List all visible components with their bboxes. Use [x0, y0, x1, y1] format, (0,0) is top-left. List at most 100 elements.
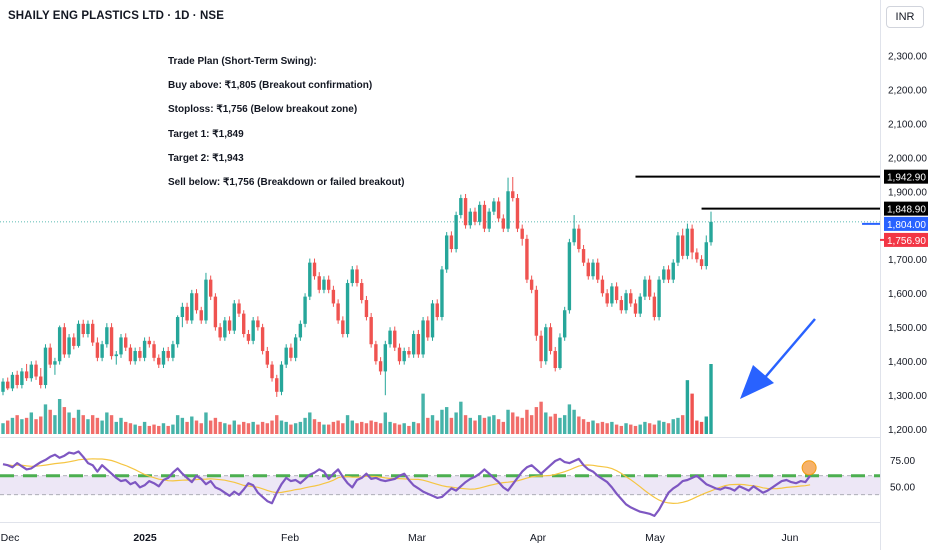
arrow-shaft: [761, 318, 816, 382]
candle-body: [501, 218, 506, 229]
volume-bar: [647, 423, 652, 434]
candle-body: [109, 327, 114, 357]
volume-bar: [676, 417, 680, 434]
candle-body: [704, 242, 708, 267]
volume-bar: [166, 425, 170, 434]
candle-body: [548, 327, 553, 352]
candle-body: [539, 335, 543, 362]
candle-body: [213, 296, 218, 328]
volume-bar: [600, 421, 605, 434]
candle-body: [15, 374, 19, 386]
candle-body: [444, 235, 449, 270]
price-tick-label: 1,400.00: [888, 357, 927, 368]
volume-bar: [652, 424, 657, 434]
candle-body: [161, 351, 166, 365]
candle-body: [487, 211, 491, 229]
candle-body: [29, 364, 34, 379]
volume-bar: [473, 420, 477, 434]
candle-body: [680, 235, 685, 256]
candle-body: [270, 364, 274, 379]
volume-bar: [666, 423, 671, 434]
volume-bar: [199, 423, 203, 434]
currency-selector[interactable]: INR: [886, 6, 924, 28]
volume-bar: [591, 420, 595, 434]
candle-body: [426, 320, 430, 338]
volume-bar: [459, 401, 463, 434]
volume-bar: [256, 424, 260, 434]
candle-body: [515, 198, 520, 229]
volume-bar: [657, 420, 661, 434]
volume-bar: [411, 421, 416, 434]
candle-body: [397, 347, 402, 362]
chart-title: SHAILY ENG PLASTICS LTD · 1D · NSE: [8, 10, 224, 22]
volume-bar: [643, 421, 647, 434]
candle-body: [567, 242, 572, 311]
candle-body: [57, 327, 62, 362]
volume-bar: [341, 423, 345, 434]
volume-bar: [444, 407, 449, 434]
volume-bar: [48, 409, 52, 434]
candle-body: [581, 249, 586, 263]
candle-body: [496, 201, 501, 219]
price-tick-label: 1,200.00: [888, 425, 927, 436]
volume-bar: [147, 425, 152, 434]
volume-bar: [298, 421, 303, 434]
candle-body: [341, 320, 345, 335]
candle-body: [289, 347, 293, 358]
candle-body: [227, 320, 232, 331]
volume-bar: [586, 421, 590, 434]
candle-body: [180, 306, 185, 318]
candle-body: [638, 296, 642, 314]
trade-plan-line-6: Sell below: ₹1,756 (Breakdown or failed …: [168, 176, 405, 188]
volume-bar: [577, 416, 581, 434]
candle-body: [317, 276, 321, 290]
candle-body: [298, 323, 303, 338]
volume-bar: [709, 364, 713, 434]
volume-bar: [468, 417, 472, 434]
volume-bar: [501, 421, 506, 434]
candle-body: [1, 381, 5, 392]
candle-body: [402, 351, 406, 362]
time-tick-label: Feb: [281, 532, 299, 544]
volume-bar: [246, 423, 251, 434]
arrow-head: [740, 365, 774, 399]
price-label-text: 1,804.00: [887, 220, 926, 231]
volume-bar: [265, 423, 270, 434]
volume-bar: [534, 407, 539, 434]
candle-body: [478, 204, 482, 222]
candle-body: [284, 347, 288, 365]
volume-bar: [416, 423, 421, 434]
volume-bar: [610, 421, 614, 434]
volume-bar: [194, 420, 199, 434]
volume-bar: [242, 421, 246, 434]
candle-body: [699, 259, 704, 267]
candle-body: [53, 361, 57, 365]
candle-body: [190, 293, 194, 321]
trade-plan-line-3: Stoploss: ₹1,756 (Below breakout zone): [168, 104, 358, 116]
price-tick-label: 2,200.00: [888, 85, 927, 96]
candle-body: [610, 286, 614, 304]
candle-body: [246, 334, 251, 341]
candle-body: [147, 340, 152, 345]
candle-body: [643, 279, 647, 297]
volume-bar: [218, 421, 222, 434]
candle-body: [251, 320, 255, 341]
volume-bar: [624, 423, 628, 434]
volume-bar: [53, 415, 57, 434]
volume-bar: [506, 409, 510, 434]
candle-body: [544, 327, 548, 362]
candle-body: [553, 351, 557, 369]
volume-bar: [690, 393, 694, 434]
candle-body: [520, 228, 524, 239]
volume-bar: [482, 417, 487, 434]
volume-bar: [638, 424, 642, 434]
candle-body: [690, 228, 694, 253]
trade-plan-line-4: Target 1: ₹1,849: [168, 128, 244, 140]
volume-bar: [407, 425, 411, 434]
time-tick-label: Apr: [530, 532, 547, 544]
volume-bar: [124, 421, 128, 434]
volume-bar: [605, 423, 609, 434]
volume-bar: [29, 412, 34, 434]
volume-bar: [62, 407, 67, 434]
